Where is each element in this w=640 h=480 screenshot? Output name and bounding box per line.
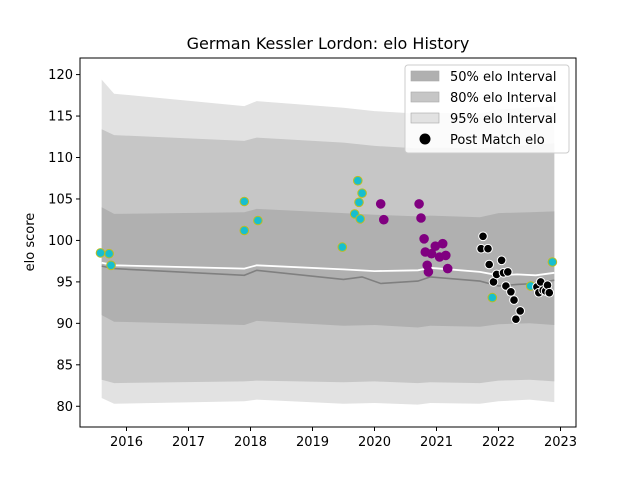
legend-label: 95% elo Interval	[450, 112, 557, 127]
x-tick-label: 2022	[482, 435, 515, 450]
y-tick-label: 115	[48, 110, 73, 125]
legend: 50% elo Interval 80% elo Interval 95% elo …	[404, 64, 570, 154]
legend-label: 50% elo Interval	[450, 70, 557, 85]
x-axis: 2016 2017 2018 2019 2020 2021 2022 2023	[110, 427, 577, 450]
y-axis-label: elo score	[23, 213, 38, 272]
mean-line	[101, 265, 555, 287]
data-point	[478, 231, 488, 242]
y-tick-label: 95	[56, 275, 73, 290]
data-point	[355, 214, 366, 224]
median-line	[101, 261, 555, 277]
y-tick-label: 105	[48, 192, 73, 207]
data-point	[379, 214, 389, 225]
data-point	[483, 243, 493, 254]
x-tick-label: 2017	[172, 435, 205, 450]
x-tick-label: 2018	[234, 435, 267, 450]
data-point	[357, 188, 367, 198]
data-point	[375, 199, 386, 209]
legend-swatch	[410, 112, 440, 124]
y-tick-label: 85	[56, 358, 73, 373]
data-point	[509, 295, 519, 305]
legend-swatch	[410, 91, 440, 103]
data-point	[106, 260, 116, 271]
data-point	[441, 250, 451, 261]
data-point	[419, 234, 429, 244]
data-point	[487, 292, 498, 303]
data-point	[414, 199, 424, 209]
data-point	[239, 196, 250, 207]
data-point	[503, 267, 513, 277]
data-point	[253, 215, 263, 226]
data-point	[484, 259, 495, 270]
data-point	[104, 248, 114, 259]
data-point	[423, 267, 434, 277]
x-tick-label: 2020	[358, 435, 391, 450]
x-tick-label: 2019	[296, 435, 329, 450]
data-point	[354, 197, 364, 208]
data-point	[95, 248, 106, 258]
data-point	[511, 314, 521, 325]
y-tick-label: 80	[56, 400, 73, 415]
data-point	[544, 287, 555, 298]
data-point	[239, 225, 250, 236]
y-axis: 80 85 90 95 100 105 110 115 120	[48, 68, 80, 415]
data-point	[337, 242, 348, 252]
band-50	[101, 207, 555, 328]
legend-frame	[404, 64, 570, 154]
y-tick-label: 100	[48, 234, 73, 249]
y-tick-label: 120	[48, 68, 73, 83]
data-point	[442, 263, 453, 274]
data-point	[437, 238, 448, 249]
x-tick-label: 2023	[544, 435, 577, 450]
y-tick-label: 90	[56, 317, 73, 332]
data-point	[416, 213, 426, 223]
plot-area	[95, 79, 558, 405]
legend-marker	[419, 133, 431, 145]
x-tick-label: 2021	[420, 435, 453, 450]
plot-frame	[79, 57, 577, 428]
y-tick-label: 110	[48, 151, 73, 166]
legend-label: 80% elo Interval	[450, 91, 557, 106]
data-point	[506, 287, 516, 297]
chart-title: German Kessler Lordon: elo History	[187, 34, 470, 53]
data-point	[515, 306, 526, 316]
data-point	[426, 248, 437, 259]
data-point	[353, 175, 363, 186]
legend-label: Post Match elo	[450, 133, 545, 148]
data-point	[547, 257, 558, 267]
x-tick-label: 2016	[110, 435, 143, 450]
legend-swatch	[410, 70, 440, 82]
data-point	[496, 255, 507, 266]
